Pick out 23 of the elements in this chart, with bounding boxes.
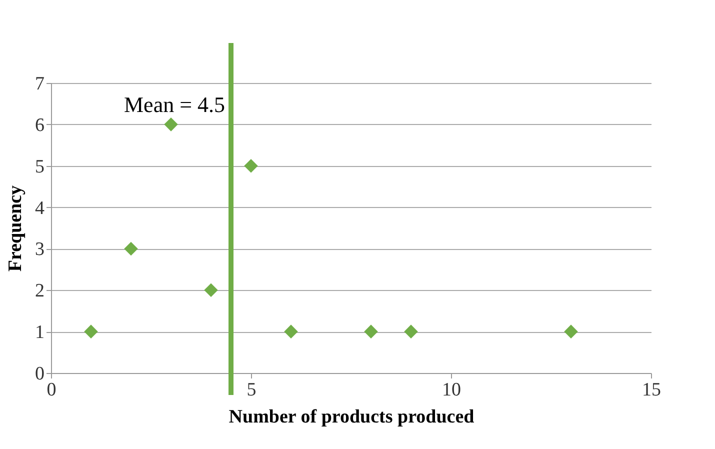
x-tick-label: 10 [442, 380, 461, 400]
y-tick-label: 1 [35, 322, 44, 344]
x-tick-label: 15 [642, 380, 661, 400]
point [124, 242, 138, 256]
point [164, 118, 178, 132]
point [564, 324, 578, 338]
y-tick-label: 0 [35, 364, 44, 384]
ref-line-label: Mean = 4.5 [124, 92, 225, 117]
y-tick-label: 2 [35, 280, 44, 302]
y-tick-label: 6 [35, 114, 44, 136]
point [364, 324, 378, 338]
y-tick-label: 4 [35, 198, 45, 219]
point [244, 158, 258, 173]
x-tick-label: 5 [246, 380, 256, 400]
y-axis-title: Frequency [5, 184, 26, 272]
y-tick-label: 3 [35, 239, 44, 260]
point [84, 324, 98, 338]
x-axis-title: Number of products produced [228, 406, 475, 428]
y-tick-label: 7 [35, 74, 44, 94]
point [284, 324, 298, 338]
point [204, 283, 218, 298]
point [404, 324, 418, 338]
y-tick-label: 5 [35, 156, 44, 178]
